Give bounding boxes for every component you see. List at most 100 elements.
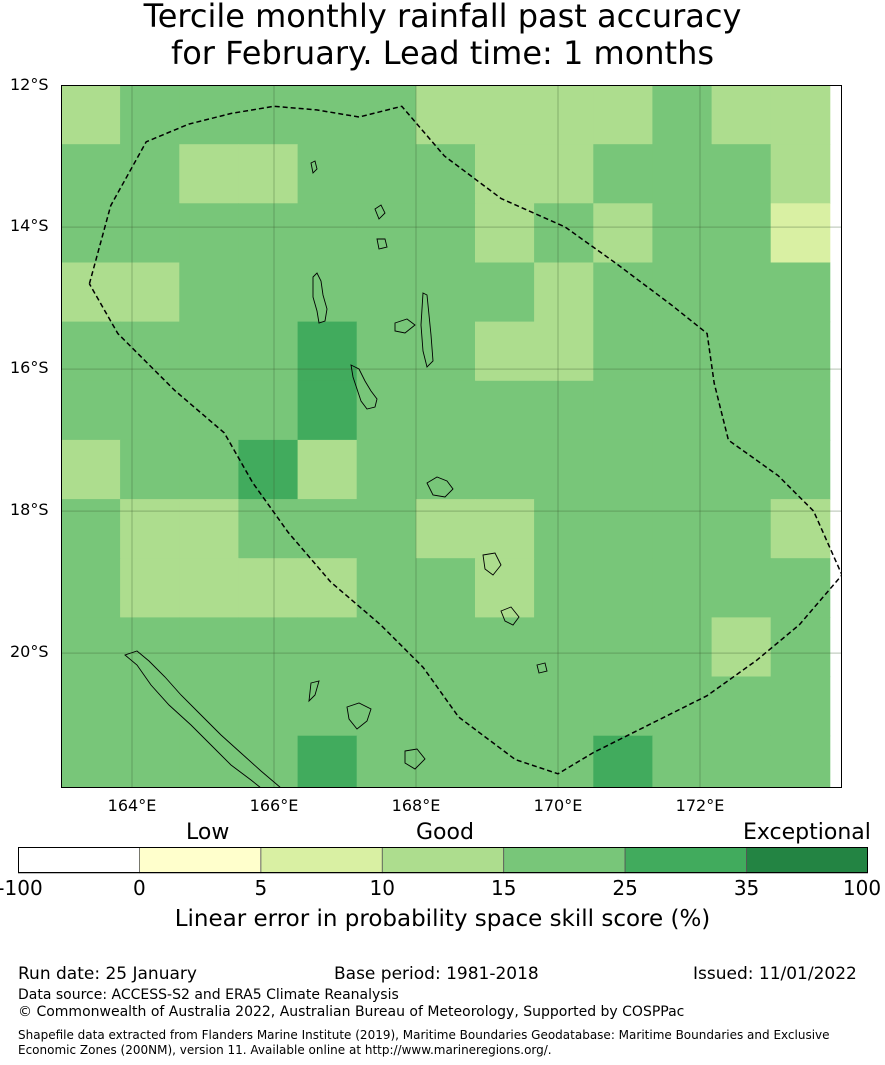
lat-label-18s: 18°S: [10, 500, 49, 519]
skill-cell: [297, 439, 358, 500]
copyright-notice: © Commonwealth of Australia 2022, Austra…: [18, 1004, 685, 1020]
skill-cell: [61, 499, 121, 559]
lon-label-166e: 166°E: [249, 796, 299, 815]
island-loyalty-mare: [404, 748, 426, 770]
skill-cell: [593, 558, 653, 618]
skill-cell: [61, 735, 121, 788]
skill-cell: [770, 203, 831, 263]
lat-label-20s: 20°S: [10, 642, 49, 661]
issued-date: Issued: 11/01/2022: [693, 964, 857, 984]
legend-category-good: Good: [416, 820, 474, 845]
skill-cell: [415, 380, 476, 441]
skill-cell: [770, 439, 831, 500]
shapefile-credit: Shapefile data extracted from Flanders M…: [18, 1028, 830, 1057]
skill-cell: [534, 676, 594, 737]
skill-cell: [593, 499, 653, 559]
skill-cell: [770, 85, 831, 145]
skill-cell: [475, 439, 535, 500]
lat-label-14s: 14°S: [10, 216, 49, 235]
island-banks: [374, 204, 386, 220]
skill-cell: [770, 499, 831, 559]
skill-cell: [593, 262, 653, 323]
skill-cell: [238, 735, 298, 788]
skill-cell: [711, 85, 772, 145]
skill-cell: [534, 499, 594, 559]
skill-cell: [475, 321, 535, 382]
skill-cell: [415, 676, 476, 737]
skill-cell: [652, 735, 712, 788]
skill-cell: [593, 144, 653, 204]
skill-cell: [534, 380, 594, 441]
skill-cell: [652, 617, 712, 678]
run-date: Run date: 25 January: [18, 964, 197, 984]
skill-cell: [179, 321, 239, 382]
skill-cell: [61, 85, 121, 145]
skill-cell: [356, 262, 417, 323]
chart-title-line-2: for February. Lead time: 1 months: [170, 34, 715, 72]
island-malakula: [350, 364, 378, 410]
skill-cell: [711, 439, 772, 500]
skill-cell: [415, 735, 476, 788]
skill-cell: [534, 262, 594, 323]
skill-cell: [356, 203, 417, 263]
skill-grid: [61, 85, 831, 788]
island-torres: [310, 160, 318, 174]
chart-title-line-1: Tercile monthly rainfall past accuracy: [143, 0, 742, 35]
skill-cell: [179, 203, 239, 263]
skill-cell: [652, 262, 712, 323]
skill-cell: [356, 439, 417, 500]
data-source: Data source: ACCESS-S2 and ERA5 Climate …: [18, 987, 399, 1003]
legend-category-low: Low: [186, 820, 230, 845]
skill-cell: [770, 558, 831, 618]
colorbar-swatch: [18, 847, 140, 874]
skill-cell: [415, 558, 476, 618]
skill-cell: [593, 439, 653, 500]
island-espiritu-santo: [312, 272, 328, 324]
island-vanua-lava: [376, 238, 388, 250]
skill-cell: [238, 321, 298, 382]
skill-cell: [711, 735, 772, 788]
skill-cell: [120, 439, 180, 500]
lon-label-172e: 172°E: [675, 796, 725, 815]
skill-cell: [120, 676, 180, 737]
skill-cell: [238, 499, 298, 559]
skill-cell: [120, 262, 180, 323]
colorbar-swatch: [260, 847, 383, 874]
skill-cell: [238, 203, 298, 263]
skill-cell: [475, 499, 535, 559]
skill-cell: [770, 262, 831, 323]
skill-cell: [475, 203, 535, 263]
skill-cell: [770, 321, 831, 382]
skill-cell: [61, 558, 121, 618]
skill-cell: [652, 676, 712, 737]
skill-cell: [120, 499, 180, 559]
lon-label-164e: 164°E: [107, 796, 157, 815]
skill-cell: [61, 262, 121, 323]
skill-cell: [61, 203, 121, 263]
skill-cell: [179, 380, 239, 441]
skill-cell: [297, 203, 358, 263]
skill-cell: [711, 676, 772, 737]
colorbar-swatch: [624, 847, 747, 874]
skill-cell: [179, 676, 239, 737]
colorbar: [18, 847, 868, 874]
skill-cell: [593, 203, 653, 263]
skill-cell: [297, 144, 358, 204]
skill-cell: [179, 85, 239, 145]
colorbar-swatch: [503, 847, 626, 874]
skill-cell: [415, 203, 476, 263]
skill-cell: [415, 262, 476, 323]
skill-cell: [297, 735, 358, 788]
skill-cell: [356, 735, 417, 788]
skill-cell: [534, 558, 594, 618]
skill-cell: [415, 85, 476, 145]
skill-cell: [61, 321, 121, 382]
legend-category-exceptional: Exceptional: [743, 820, 871, 845]
skill-cell: [179, 558, 239, 618]
skill-cell: [297, 558, 358, 618]
skill-cell: [415, 144, 476, 204]
skill-cell: [356, 380, 417, 441]
skill-cell: [61, 676, 121, 737]
skill-cell: [61, 439, 121, 500]
colorbar-tick-label: -100: [0, 876, 43, 900]
